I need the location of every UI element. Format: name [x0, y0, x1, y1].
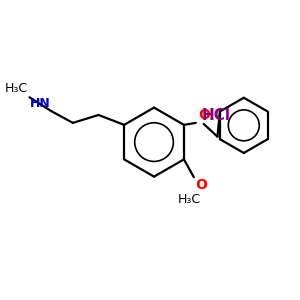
Text: O: O	[195, 178, 207, 192]
Text: HCl: HCl	[201, 108, 230, 123]
Text: HN: HN	[29, 97, 50, 110]
Text: H₃C: H₃C	[4, 82, 28, 95]
Text: O: O	[199, 108, 211, 122]
Text: H₃C: H₃C	[177, 193, 200, 206]
